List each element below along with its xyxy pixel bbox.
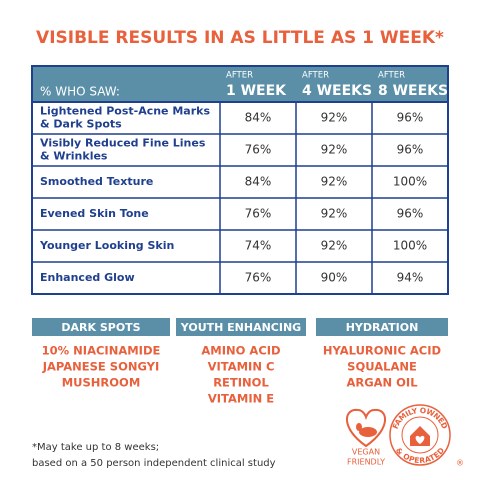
ingredient: SQUALANE (347, 360, 417, 374)
category-title: HYDRATION (346, 321, 419, 334)
ingredient: VITAMIN C (208, 360, 275, 374)
cell-value: 92% (321, 175, 348, 189)
heart-icon (415, 435, 425, 444)
badge-ring (389, 404, 451, 466)
badge-ring (401, 416, 439, 454)
column-pre: AFTER (302, 71, 329, 81)
heart-icon (346, 408, 386, 448)
category-bar (316, 318, 448, 336)
category-bar (176, 318, 306, 336)
ingredient: RETINOL (213, 376, 269, 390)
vegan-label: VEGAN (352, 448, 380, 457)
category-title: DARK SPOTS (61, 321, 140, 334)
table-border (31, 65, 449, 295)
footnote: based on a 50 person independent clinica… (32, 458, 276, 469)
title: VISIBLE RESULTS IN AS LITTLE AS 1 WEEK* (36, 28, 444, 48)
cell-value: 100% (393, 239, 427, 253)
cell-value: 92% (321, 239, 348, 253)
row-label: & Wrinkles (40, 150, 108, 163)
row-label: & Dark Spots (40, 118, 122, 131)
cell-value: 84% (245, 111, 272, 125)
column-label: 1 WEEK (226, 83, 287, 99)
badge-text: & OPERATED (394, 446, 446, 465)
header-label: % WHO SAW: (40, 85, 120, 99)
column-pre: AFTER (226, 71, 253, 81)
cell-value: 96% (397, 207, 424, 221)
cell-value: 96% (397, 111, 424, 125)
ingredient: 10% NIACINAMIDE (42, 344, 161, 358)
category-title: YOUTH ENHANCING (180, 321, 301, 334)
row-label: Visibly Reduced Fine Lines (40, 137, 206, 150)
ingredient: JAPANESE SONGYI (42, 360, 160, 374)
row-label: Smoothed Texture (40, 175, 153, 188)
ingredient: HYALURONIC ACID (323, 344, 441, 358)
cell-value: 76% (245, 207, 272, 221)
badge-text-bottom: & OPERATED (394, 446, 446, 465)
row-label: Evened Skin Tone (40, 207, 149, 220)
registered-mark: ® (456, 459, 464, 468)
ingredient: AMINO ACID (201, 344, 280, 358)
cell-value: 84% (245, 175, 272, 189)
vegan-label: FRIENDLY (347, 458, 385, 467)
cell-value: 96% (397, 143, 424, 157)
cell-value: 100% (393, 175, 427, 189)
cell-value: 76% (245, 271, 272, 285)
rabbit-icon (356, 423, 362, 431)
footnote: *May take up to 8 weeks; (32, 442, 159, 453)
cell-value: 92% (321, 143, 348, 157)
cell-value: 74% (245, 239, 272, 253)
house-icon (410, 426, 430, 446)
cell-value: 92% (321, 111, 348, 125)
row-label: Younger Looking Skin (39, 239, 174, 252)
cell-value: 76% (245, 143, 272, 157)
rabbit-icon (359, 427, 377, 437)
table-header (32, 66, 448, 102)
cell-value: 92% (321, 207, 348, 221)
column-pre: AFTER (378, 71, 405, 81)
ingredient: MUSHROOM (62, 376, 141, 390)
row-label: Lightened Post-Acne Marks (40, 105, 210, 118)
column-label: 4 WEEKS (302, 83, 372, 99)
category-bar (32, 318, 170, 336)
ingredient: VITAMIN E (208, 392, 274, 406)
cell-value: 94% (397, 271, 424, 285)
row-label: Enhanced Glow (40, 271, 135, 284)
ingredient: ARGAN OIL (346, 376, 418, 390)
column-label: 8 WEEKS (378, 83, 448, 99)
cell-value: 90% (321, 271, 348, 285)
